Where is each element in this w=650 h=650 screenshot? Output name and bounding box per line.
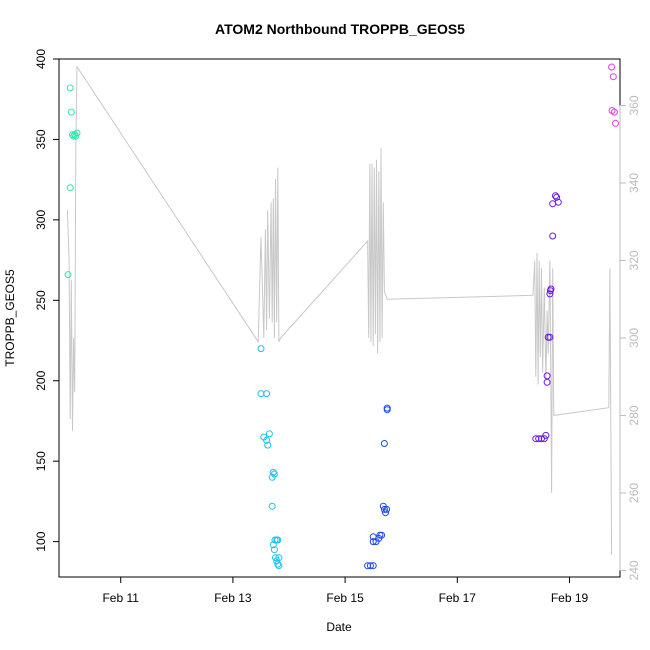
y2-tick-label: 320 [627, 250, 641, 270]
data-point-series-4 [540, 435, 548, 443]
x-tick-label: Feb 13 [214, 591, 252, 605]
y2-tick-label: 300 [627, 328, 641, 348]
data-point-series-1 [67, 108, 75, 116]
data-point-series-3 [369, 562, 377, 570]
data-point-series-2 [275, 562, 283, 570]
data-point-series-1 [64, 271, 72, 279]
data-point-series-4 [553, 193, 561, 201]
data-point-series-4 [538, 435, 545, 443]
data-point-series-4 [549, 200, 557, 208]
data-point-series-5 [608, 63, 616, 71]
data-point-series-2 [275, 554, 283, 562]
connecting-line [66, 65, 613, 555]
data-point-series-3 [369, 538, 377, 546]
y2-tick-label: 340 [627, 173, 641, 193]
x-tick-label: Feb 11 [102, 591, 139, 605]
data-point-series-1 [73, 129, 81, 137]
data-point-series-3 [380, 440, 388, 447]
chart-title: ATOM2 Northbound TROPPB_GEOS5 [215, 21, 465, 37]
plot-frame [58, 58, 621, 578]
data-point-series-1 [66, 184, 74, 192]
data-point-series-4 [549, 232, 557, 240]
data-point-series-5 [609, 73, 617, 81]
x-axis: Feb 11 Feb 13 Feb 15 Feb 17 Feb 19 [102, 576, 589, 605]
data-point-series-2 [272, 554, 279, 562]
data-point-series-2 [274, 536, 282, 544]
data-point-series-5 [612, 119, 619, 127]
y-tick-label: 400 [34, 49, 48, 69]
data-point-series-1 [69, 131, 76, 139]
y-tick-label: 200 [34, 370, 48, 390]
y-axis-label: TROPPB_GEOS5 [3, 269, 17, 367]
data-point-series-3 [378, 531, 386, 539]
data-point-series-2 [268, 502, 276, 510]
y-tick-label: 350 [34, 129, 48, 149]
data-point-series-2 [265, 430, 273, 438]
y2-tick-label: 240 [627, 560, 641, 580]
data-point-series-2 [264, 441, 272, 449]
data-point-series-4 [543, 372, 551, 380]
x-tick-label: Feb 17 [439, 591, 477, 605]
data-point-series-1 [66, 84, 74, 92]
x-tick-label: Feb 15 [326, 591, 364, 605]
data-point-series-4 [546, 333, 554, 341]
x-tick-label: Feb 19 [551, 591, 589, 605]
data-point-series-2 [263, 436, 271, 444]
scatter-points-layer [64, 63, 619, 570]
data-point-series-4 [543, 378, 551, 386]
data-point-series-3 [383, 406, 391, 414]
x-axis-label: Date [326, 620, 352, 634]
data-point-series-4 [547, 285, 555, 293]
data-point-series-1 [72, 132, 80, 140]
data-point-series-2 [257, 345, 265, 353]
y-tick-label: 250 [34, 290, 48, 310]
data-point-series-4 [546, 290, 554, 298]
data-point-series-4 [554, 198, 562, 206]
data-point-series-5 [610, 108, 618, 116]
data-point-series-2 [269, 468, 277, 476]
data-point-series-2 [269, 541, 277, 549]
data-point-series-4 [552, 192, 559, 200]
data-point-series-2 [274, 560, 282, 568]
y-axis-left: 100 150 200 250 300 350 400 [34, 49, 60, 552]
data-point-series-3 [382, 509, 389, 517]
data-point-series-3 [366, 562, 374, 570]
data-point-series-3 [369, 533, 377, 541]
y-tick-label: 150 [34, 451, 48, 471]
data-point-series-3 [383, 505, 391, 513]
data-point-series-2 [263, 390, 271, 398]
y-axis-right: 240 260 280 300 320 340 360 [619, 95, 641, 580]
data-point-series-3 [380, 505, 388, 513]
y2-tick-label: 260 [627, 483, 641, 503]
y-tick-label: 300 [34, 210, 48, 230]
y-tick-label: 100 [34, 531, 48, 551]
y2-tick-label: 280 [627, 405, 641, 425]
connecting-line-layer [66, 65, 613, 555]
y2-tick-label: 360 [627, 95, 641, 115]
data-point-series-2 [270, 546, 278, 554]
data-point-series-4 [542, 431, 550, 439]
data-point-series-2 [270, 470, 278, 478]
